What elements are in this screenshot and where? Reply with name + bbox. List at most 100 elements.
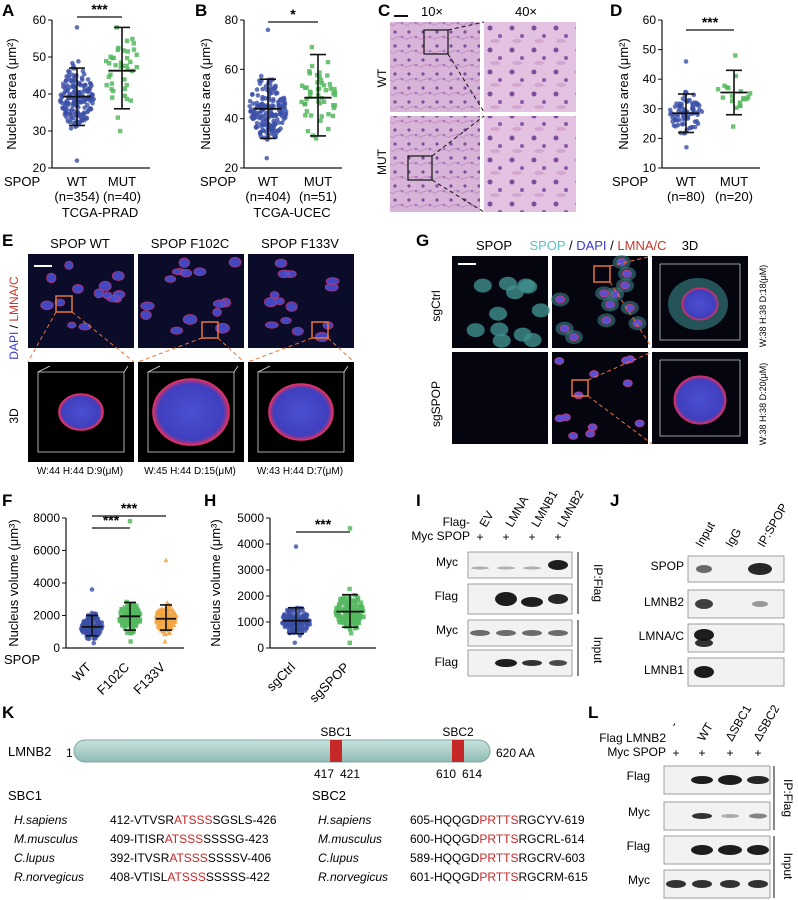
panel-e-title-wt: SPOP WT bbox=[50, 236, 110, 251]
data-point bbox=[309, 63, 315, 69]
chart-d-xlabels: SPOP WT MUT (n=80) (n=20) bbox=[612, 174, 753, 204]
panel-j-row-lmnb1: LMNB1 bbox=[644, 663, 684, 677]
data-point bbox=[161, 619, 167, 625]
data-point bbox=[115, 115, 121, 120]
chart-a-cat-wt: WT bbox=[67, 174, 87, 189]
data-point bbox=[332, 86, 337, 92]
data-point bbox=[255, 103, 261, 109]
spop-cell bbox=[505, 285, 524, 300]
data-point bbox=[79, 77, 85, 83]
data-point bbox=[303, 101, 308, 107]
j-spop-band bbox=[748, 563, 772, 575]
nucleus bbox=[634, 419, 645, 428]
data-point bbox=[321, 99, 327, 104]
panel-e-title-f102c: SPOP F102C bbox=[151, 236, 230, 251]
nucleus bbox=[228, 257, 242, 268]
data-point bbox=[81, 115, 87, 121]
data-point bbox=[117, 128, 123, 134]
sbc2-motif: PRTTS bbox=[479, 851, 518, 865]
panel-e-ylabel-dapi: DAPI bbox=[7, 332, 21, 360]
box-3d-frame bbox=[37, 365, 129, 453]
panel-e-ylabel: DAPI / LMNA/C bbox=[7, 276, 21, 360]
data-point bbox=[290, 611, 296, 616]
nucleus bbox=[140, 310, 152, 320]
panel-e-ylabel-sep: / bbox=[7, 322, 21, 332]
data-point bbox=[343, 605, 348, 610]
data-point bbox=[250, 116, 256, 121]
zoom-box bbox=[571, 379, 589, 397]
data-point bbox=[271, 96, 276, 102]
data-point bbox=[122, 622, 127, 627]
panel-e-title-f133v: SPOP F133V bbox=[261, 236, 339, 251]
l-ip-flag-band bbox=[718, 775, 742, 785]
panel-l-row-flag-ip: Flag bbox=[627, 769, 650, 783]
y-tick-label: 40 bbox=[225, 112, 239, 126]
input-flag-band bbox=[522, 660, 542, 666]
panel-l-flag-lmnb2: Flag LMNB2 bbox=[599, 731, 666, 745]
chart-f-cat-f102c: F102C bbox=[94, 660, 132, 698]
data-point bbox=[277, 112, 283, 117]
input-flag-band bbox=[495, 659, 517, 667]
zoom-line bbox=[247, 337, 313, 363]
chart-d-spop-label: SPOP bbox=[612, 174, 648, 189]
data-point bbox=[254, 124, 260, 130]
data-point bbox=[297, 608, 302, 613]
chart-f-spop-label: SPOP bbox=[4, 652, 40, 667]
data-point bbox=[70, 83, 76, 89]
data-point bbox=[302, 85, 308, 90]
y-tick-label: 50 bbox=[643, 43, 657, 57]
panel-j-lane-input: Input bbox=[692, 519, 718, 550]
spop-cell bbox=[531, 303, 550, 318]
data-point bbox=[261, 122, 266, 128]
data-point bbox=[128, 59, 133, 65]
data-point bbox=[318, 77, 324, 83]
panel-j-lane-ipspop: IP:SPOP bbox=[754, 501, 790, 550]
sbc2-species: M.musculus bbox=[318, 832, 382, 846]
panel-letter-i: I bbox=[416, 491, 421, 510]
data-point bbox=[699, 109, 705, 114]
data-point bbox=[271, 118, 276, 124]
l-ip-myc-band bbox=[721, 814, 739, 818]
data-point bbox=[272, 122, 278, 127]
nucleus-3d bbox=[673, 375, 727, 425]
sbc1-motif: ATSSS bbox=[167, 870, 205, 884]
y-tick-label: 4000 bbox=[237, 537, 264, 551]
nucleus-3d bbox=[152, 378, 230, 446]
ip-myc-band bbox=[548, 560, 568, 570]
panel-letters: A B C D E F G H I J K L bbox=[2, 1, 622, 722]
panel-k-start: 1 bbox=[66, 746, 73, 760]
sbc1-pre: 408-VTISL bbox=[110, 870, 168, 884]
data-point bbox=[124, 38, 130, 43]
data-point bbox=[159, 606, 165, 611]
panel-i-plus-3: + bbox=[528, 530, 535, 544]
chart-a-spop-label: SPOP bbox=[4, 174, 40, 189]
panel-i-row-myc-ip: Myc bbox=[436, 555, 458, 569]
data-point bbox=[347, 640, 352, 645]
data-point bbox=[671, 123, 677, 128]
data-point bbox=[344, 600, 349, 606]
data-point bbox=[259, 101, 265, 107]
data-point bbox=[125, 67, 130, 72]
nucleus bbox=[559, 324, 570, 333]
panel-letter-c: C bbox=[378, 1, 390, 20]
data-point bbox=[343, 614, 349, 619]
panel-l-lane-dsbc2: ΔSBC2 bbox=[750, 702, 782, 743]
data-point bbox=[360, 605, 365, 611]
chart-b-cat-mut: MUT bbox=[304, 174, 332, 189]
data-point bbox=[282, 102, 288, 107]
data-point bbox=[675, 113, 681, 118]
nucleus bbox=[587, 423, 598, 432]
data-point bbox=[85, 615, 91, 620]
nucleus bbox=[569, 333, 579, 341]
data-point bbox=[70, 60, 75, 66]
chart-b-spop-label: SPOP bbox=[200, 174, 236, 189]
data-point bbox=[131, 609, 136, 615]
chart-a: 20 30 40 50 60 Nucleus area (μm²) *** bbox=[4, 1, 150, 175]
data-point bbox=[260, 86, 265, 92]
data-point bbox=[81, 111, 86, 117]
data-point bbox=[134, 52, 139, 57]
data-point bbox=[82, 89, 87, 94]
l-ip-flag-band bbox=[747, 776, 769, 784]
data-point bbox=[256, 110, 262, 116]
significance-label: *** bbox=[315, 516, 332, 532]
